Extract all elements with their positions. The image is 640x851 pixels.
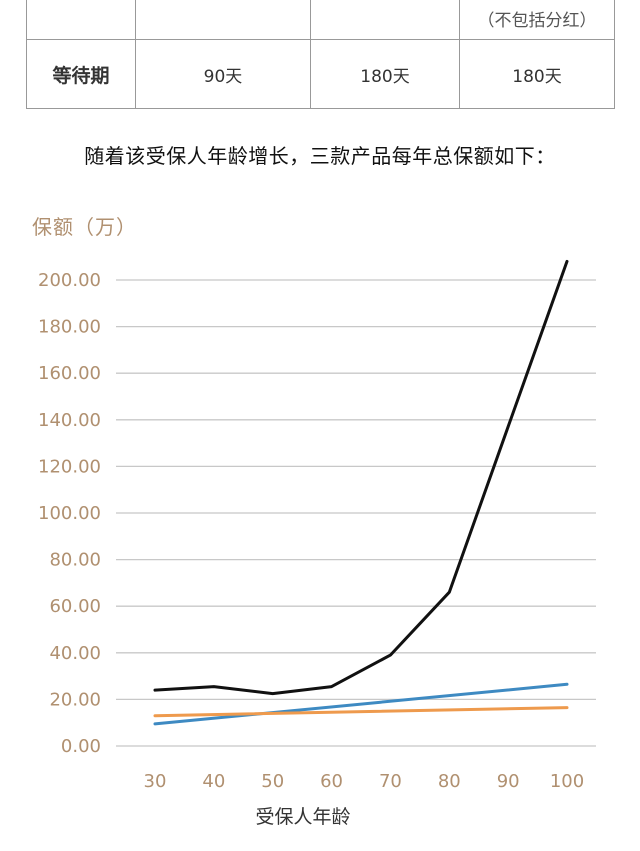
y-tick-label: 80.00 <box>49 550 101 571</box>
y-axis-label: 保额（万） <box>32 215 137 239</box>
y-tick-label: 100.00 <box>38 503 101 524</box>
waiting-period-value: 90天 <box>135 39 311 109</box>
y-tick-label: 40.00 <box>49 643 101 664</box>
x-tick-label: 90 <box>497 771 520 792</box>
x-axis-label: 受保人年龄 <box>255 806 350 828</box>
y-tick-label: 180.00 <box>38 317 101 338</box>
x-tick-label: 70 <box>379 771 402 792</box>
table-cell <box>26 0 136 40</box>
y-tick-label: 0.00 <box>61 736 101 757</box>
y-tick-label: 60.00 <box>49 596 101 617</box>
waiting-period-value: 180天 <box>459 39 615 109</box>
x-tick-label: 50 <box>261 771 284 792</box>
y-tick-label: 140.00 <box>38 410 101 431</box>
x-tick-label: 80 <box>438 771 461 792</box>
chart-caption: 随着该受保人年龄增长，三款产品每年总保额如下： <box>84 144 556 168</box>
y-tick-label: 120.00 <box>38 456 101 477</box>
comparison-table: （不包括分红） 等待期 90天 180天 180天 <box>26 0 615 109</box>
x-tick-label: 30 <box>144 771 167 792</box>
y-tick-label: 200.00 <box>38 270 101 291</box>
x-tick-label: 100 <box>550 771 584 792</box>
y-tick-label: 160.00 <box>38 363 101 384</box>
series-line-blue <box>153 682 569 726</box>
x-tick-label: 60 <box>320 771 343 792</box>
waiting-period-value: 180天 <box>310 39 460 109</box>
y-tick-label: 20.00 <box>49 689 101 710</box>
waiting-period-label: 等待期 <box>26 39 136 109</box>
series-line-black <box>153 259 569 696</box>
dividend-note: （不包括分红） <box>477 10 597 31</box>
table-row: 等待期 90天 180天 180天 <box>26 39 615 109</box>
x-tick-label: 40 <box>202 771 225 792</box>
series-line-orange <box>153 706 569 718</box>
